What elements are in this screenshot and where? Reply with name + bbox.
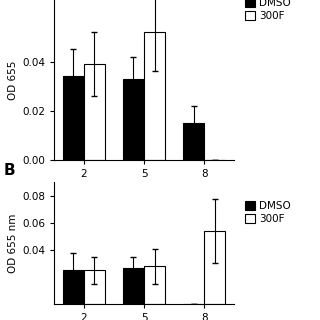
Bar	[144, 32, 165, 160]
Y-axis label: OD 655: OD 655	[8, 60, 18, 100]
Bar	[204, 231, 226, 304]
Bar	[183, 123, 204, 160]
Bar	[144, 266, 165, 304]
Y-axis label: OD 655 nm: OD 655 nm	[8, 213, 18, 273]
Bar	[123, 79, 144, 160]
Text: B: B	[0, 319, 1, 320]
Text: B: B	[3, 163, 15, 178]
Bar	[62, 270, 84, 304]
Bar	[62, 76, 84, 160]
Bar	[84, 64, 105, 160]
Legend: DMSO, 300F: DMSO, 300F	[244, 0, 292, 22]
Bar	[123, 268, 144, 304]
Bar	[84, 270, 105, 304]
X-axis label: Hrs following HU release: Hrs following HU release	[71, 185, 217, 195]
Legend: DMSO, 300F: DMSO, 300F	[244, 200, 292, 225]
